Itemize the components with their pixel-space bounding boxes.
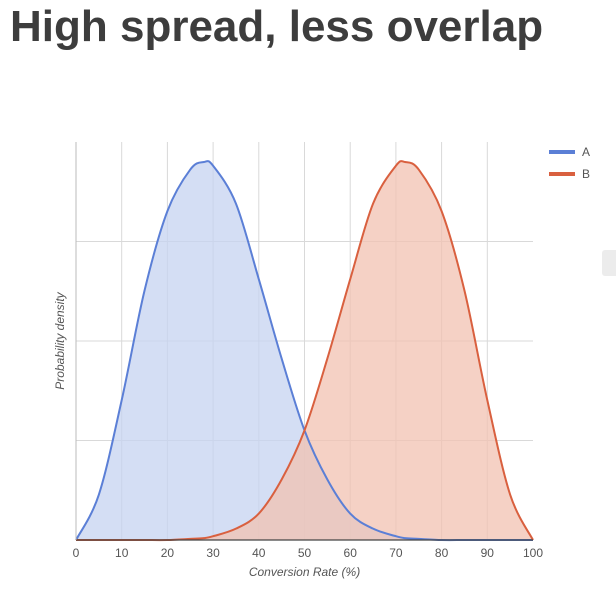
legend: AB <box>549 145 590 181</box>
x-tick-labels: 0 10 20 30 40 50 60 70 80 90 100 <box>73 546 544 560</box>
series-area-a <box>76 161 533 541</box>
x-tick-label: 70 <box>389 546 403 560</box>
x-tick-label: 40 <box>252 546 266 560</box>
series-area-b <box>76 161 533 541</box>
x-tick-label: 50 <box>298 546 312 560</box>
chart-areas <box>76 161 533 541</box>
slide-title: High spread, less overlap <box>10 2 544 51</box>
x-tick-label: 20 <box>161 546 175 560</box>
y-axis-title: Probability density <box>53 291 67 389</box>
side-scroll-tab[interactable] <box>602 250 616 276</box>
x-tick-label: 30 <box>206 546 220 560</box>
x-tick-label: 100 <box>523 546 543 560</box>
legend-label-b: B <box>582 167 590 181</box>
x-tick-label: 90 <box>481 546 495 560</box>
x-tick-label: 10 <box>115 546 129 560</box>
x-tick-label: 60 <box>344 546 358 560</box>
x-tick-label: 80 <box>435 546 449 560</box>
x-axis-title: Conversion Rate (%) <box>249 565 360 579</box>
legend-label-a: A <box>582 145 590 159</box>
chart-frame <box>75 142 533 541</box>
x-tick-label: 0 <box>73 546 80 560</box>
